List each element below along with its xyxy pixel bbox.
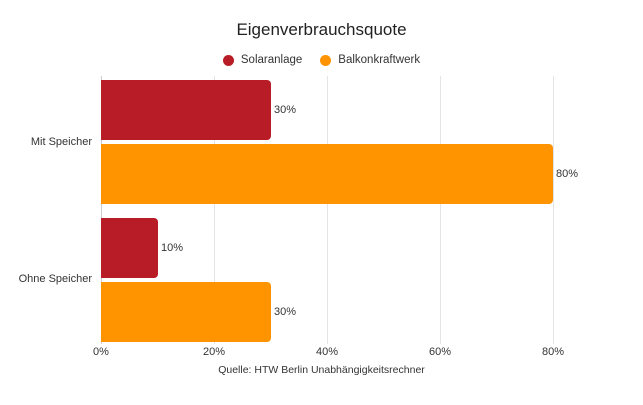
x-tick-label: 40% xyxy=(315,346,339,358)
legend-dot-icon xyxy=(320,54,332,66)
data-label: 30% xyxy=(274,104,297,116)
x-tick-label: 60% xyxy=(428,346,452,358)
gridline xyxy=(553,76,554,344)
gridline xyxy=(327,76,328,344)
data-label: 80% xyxy=(556,168,579,180)
chart-title: Eigenverbrauchsquote xyxy=(236,20,407,39)
legend-item-solaranlage[interactable]: Solaranlage xyxy=(222,54,303,66)
bar-mit-speicher-solaranlage[interactable] xyxy=(101,80,271,140)
legend-label: Balkonkraftwerk xyxy=(338,54,421,66)
bar-ohne-speicher-balkonkraftwerk[interactable] xyxy=(101,282,271,342)
source-note: Quelle: HTW Berlin Unabhängigkeitsrechne… xyxy=(218,364,425,376)
legend-label: Solaranlage xyxy=(240,54,303,66)
x-tick-label: 0% xyxy=(93,346,109,358)
category-label: Mit Speicher xyxy=(30,136,92,148)
data-label: 10% xyxy=(161,242,184,254)
x-tick-label: 80% xyxy=(541,346,565,358)
plot-area: 30% 80% 10% 30% xyxy=(101,76,578,344)
legend-item-balkonkraftwerk[interactable]: Balkonkraftwerk xyxy=(320,54,420,66)
bar-mit-speicher-balkonkraftwerk[interactable] xyxy=(101,144,553,204)
x-tick-label: 20% xyxy=(202,346,226,358)
gridline xyxy=(440,76,441,344)
y-axis-line xyxy=(101,76,102,344)
legend: Solaranlage Balkonkraftwerk xyxy=(0,54,643,66)
legend-dot-icon xyxy=(222,54,234,66)
gridline xyxy=(214,76,215,344)
bar-ohne-speicher-solaranlage[interactable] xyxy=(101,218,158,278)
data-label: 30% xyxy=(274,306,297,318)
category-label: Ohne Speicher xyxy=(18,273,92,285)
